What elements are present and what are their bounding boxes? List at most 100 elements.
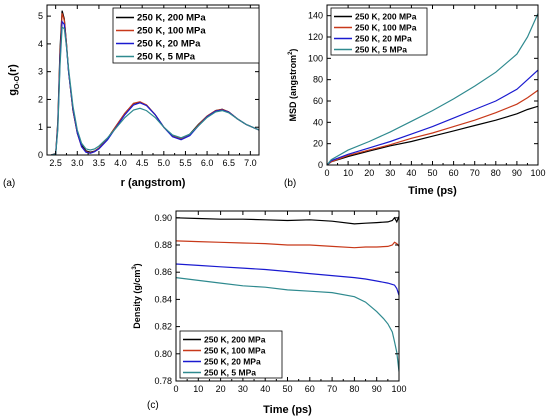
legend-label-0: 250 K, 200 MPa — [204, 335, 266, 345]
x-tick-label: 4.5 — [136, 158, 149, 168]
series-line-0 — [327, 105, 538, 165]
series-line-1 — [176, 240, 399, 249]
y-axis-title: Density (g/cm3) — [132, 263, 142, 328]
y-tick-label: 0.78 — [154, 376, 172, 386]
x-tick-label: 60 — [305, 384, 315, 394]
y-tick-label: 140 — [308, 11, 323, 21]
y-axis-title-suffix: ) — [132, 263, 142, 266]
x-tick-label: 2.5 — [49, 158, 62, 168]
y-tick-label: 0.88 — [154, 240, 172, 250]
series-line-0 — [176, 216, 399, 225]
legend-label-3: 250 K, 5 MPa — [137, 52, 196, 63]
x-tick-label: 70 — [327, 384, 337, 394]
y-axis-title-sup: 3 — [132, 266, 138, 270]
x-tick-label: 90 — [512, 168, 522, 178]
legend-label-3: 250 K, 5 MPa — [355, 45, 407, 55]
x-tick-label: 3.0 — [71, 158, 84, 168]
x-tick-label: 30 — [385, 168, 395, 178]
legend-label-0: 250 K, 200 MPa — [355, 12, 417, 22]
x-tick-label: 40 — [260, 384, 270, 394]
x-tick-label: 0 — [173, 384, 178, 394]
x-tick-label: 80 — [349, 384, 359, 394]
y-axis-title-main: Density (g/cm — [132, 270, 142, 329]
legend-label-2: 250 K, 20 MPa — [137, 39, 201, 50]
y-axis-title-suffix: ) — [288, 49, 298, 52]
panel-label: (b) — [284, 178, 296, 189]
series-line-3 — [327, 13, 538, 165]
x-tick-label: 30 — [238, 384, 248, 394]
x-tick-label: 50 — [282, 384, 292, 394]
chart-panel-2: 0 10 20 30 40 50 60 70 80 90 100 0.78 0.80 0.82 0.84 0.… — [132, 210, 407, 416]
y-tick-label: 60 — [313, 96, 323, 106]
y-tick-label: 40 — [313, 117, 323, 127]
y-axis-title: MSD (angstrom2) — [288, 49, 298, 122]
legend-label-1: 250 K, 100 MPa — [137, 26, 206, 37]
y-tick-label: 2 — [38, 94, 43, 104]
x-tick-label: 4.0 — [114, 158, 127, 168]
x-tick-label: 5.5 — [179, 158, 192, 168]
y-axis-title-sup: 2 — [288, 51, 294, 55]
x-axis-title: Time (ps) — [408, 185, 457, 197]
x-tick-label: 100 — [391, 384, 406, 394]
x-tick-label: 10 — [193, 384, 203, 394]
x-axis-title: Time (ps) — [263, 404, 312, 416]
x-tick-label: 90 — [372, 384, 382, 394]
x-tick-label: 60 — [449, 168, 459, 178]
y-tick-label: 120 — [308, 32, 323, 42]
x-tick-label: 6.0 — [201, 158, 214, 168]
x-tick-label: 3.5 — [93, 158, 106, 168]
y-tick-label: 3 — [38, 67, 43, 77]
x-tick-label: 50 — [427, 168, 437, 178]
y-tick-label: 0.90 — [154, 213, 172, 223]
x-tick-label: 80 — [491, 168, 501, 178]
legend-box — [112, 7, 260, 64]
legend-label-1: 250 K, 100 MPa — [355, 23, 417, 33]
x-tick-label: 6.5 — [222, 158, 235, 168]
legend-label-2: 250 K, 20 MPa — [204, 357, 261, 367]
x-tick-label: 10 — [343, 168, 353, 178]
y-axis-title-main: MSD (angstrom — [288, 55, 298, 122]
series-line-1 — [327, 89, 538, 165]
y-tick-label: 0.86 — [154, 267, 172, 277]
legend-label-0: 250 K, 200 MPa — [137, 13, 206, 24]
legend-label-1: 250 K, 100 MPa — [204, 346, 266, 356]
x-tick-label: 20 — [216, 384, 226, 394]
series-line-3 — [51, 26, 259, 155]
x-tick-label: 7.0 — [244, 158, 257, 168]
y-tick-label: 0.84 — [154, 294, 172, 304]
y-tick-label: 0.82 — [154, 322, 172, 332]
y-tick-label: 4 — [38, 39, 43, 49]
legend-label-3: 250 K, 5 MPa — [204, 368, 256, 378]
y-axis-title-main: g — [7, 89, 19, 96]
x-tick-label: 70 — [470, 168, 480, 178]
y-tick-label: 5 — [38, 11, 43, 21]
legend-label-2: 250 K, 20 MPa — [355, 34, 412, 44]
x-tick-label: 40 — [406, 168, 416, 178]
x-tick-label: 100 — [530, 168, 545, 178]
series-line-2 — [327, 69, 538, 165]
y-tick-label: 0 — [38, 150, 43, 160]
legend: 250 K, 200 MPa 250 K, 100 MPa 250 K, 20 MP… — [112, 7, 260, 64]
y-tick-label: 80 — [313, 75, 323, 85]
y-tick-label: 1 — [38, 122, 43, 132]
x-axis-title: r (angstrom) — [121, 177, 186, 189]
x-tick-label: 0 — [324, 168, 329, 178]
y-tick-label: 0.80 — [154, 349, 172, 359]
x-tick-label: 5.0 — [158, 158, 171, 168]
y-tick-label: 0 — [318, 160, 323, 170]
chart-panel-0: 2.5 3.0 3.5 4.0 4.5 5.0 5.5 6.0 6.5 7.0 0 1 2 3 4 5 r (a… — [3, 4, 260, 189]
y-axis-title-suffix: (r) — [7, 64, 19, 76]
y-tick-label: 20 — [313, 139, 323, 149]
chart-panel-1: 0 10 20 30 40 50 60 70 80 90 100 0 20 40 60 80 100 120 140… — [284, 4, 546, 197]
x-tick-label: 20 — [364, 168, 374, 178]
y-tick-label: 100 — [308, 53, 323, 63]
series-line-2 — [176, 263, 399, 296]
y-axis-title-sub: O-O — [14, 75, 21, 89]
y-axis-title: gO-O(r) — [7, 64, 21, 96]
panel-label: (a) — [3, 178, 15, 189]
panel-label: (c) — [147, 400, 159, 411]
